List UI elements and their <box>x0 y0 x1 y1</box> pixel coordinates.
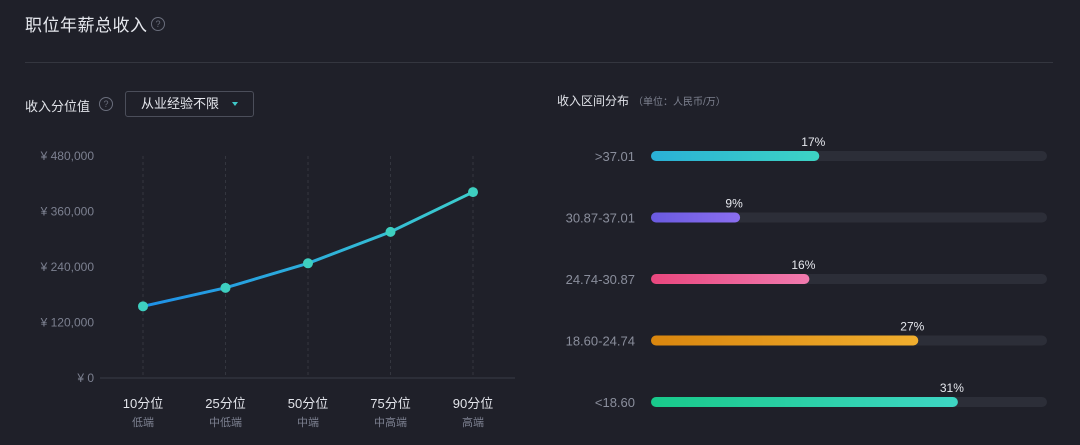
bar <box>651 335 919 346</box>
bar-value-label: 16% <box>791 258 815 272</box>
bar <box>651 151 820 161</box>
bar-value-label: 9% <box>725 197 743 211</box>
x-tick-label: 50分位 <box>288 396 328 411</box>
x-tick-label: 25分位 <box>205 396 245 411</box>
category-label: 24.74-30.87 <box>566 272 635 287</box>
help-icon[interactable]: ? <box>151 17 165 31</box>
bar <box>651 274 810 284</box>
dropdown-value: 从业经验不限 <box>141 96 220 111</box>
income-distribution-chart: >37.01 17% 30.87-37.01 9% 24.74-30.87 16% 18.6… <box>566 135 1047 410</box>
category-label: >37.01 <box>595 149 635 164</box>
data-point <box>220 282 231 293</box>
x-tick-label: 90分位 <box>453 396 493 411</box>
x-sub-label: 中端 <box>297 416 319 429</box>
y-tick-label: ¥ 360,000 <box>40 205 95 219</box>
x-sub-label: 中低端 <box>209 416 242 429</box>
caret-down-icon <box>232 102 238 106</box>
distribution-unit: （单位：人民币/万） <box>633 97 726 108</box>
x-sub-label: 中高端 <box>374 415 407 429</box>
x-sub-label: 高端 <box>462 415 484 429</box>
bar-value-label: 31% <box>940 381 964 395</box>
bar <box>651 397 958 407</box>
bar <box>651 212 741 223</box>
divider <box>25 62 1053 63</box>
percentile-help-icon[interactable]: ? <box>99 97 113 111</box>
category-label: 18.60-24.74 <box>566 334 635 349</box>
experience-dropdown[interactable]: 从业经验不限 <box>125 91 254 117</box>
y-tick-label: ¥ 240,000 <box>40 260 95 274</box>
data-point <box>138 301 148 312</box>
bar-value-label: 27% <box>900 320 924 334</box>
category-label: 30.87-37.01 <box>566 211 635 226</box>
data-point <box>303 258 313 269</box>
page-title: 职位年薪总收入 <box>25 16 148 35</box>
y-tick-label: ¥ 0 <box>76 371 94 385</box>
y-tick-label: ¥ 120,000 <box>40 316 95 330</box>
distribution-header: 收入区间分布 （单位：人民币/万） <box>557 92 726 109</box>
percentile-label: 收入分位值 <box>25 99 91 114</box>
bar-track <box>651 212 1047 223</box>
x-tick-label: 75分位 <box>370 396 410 411</box>
distribution-title: 收入区间分布 <box>557 94 630 108</box>
bar-value-label: 17% <box>801 135 825 149</box>
y-tick-label: ¥ 480,000 <box>40 149 95 163</box>
data-point <box>468 187 478 198</box>
percentile-line-chart: ¥ 0 ¥ 120,000 ¥ 240,000 ¥ 360,000 ¥ 480,000 1… <box>40 149 515 429</box>
x-tick-label: 10分位 <box>123 396 163 411</box>
category-label: <18.60 <box>595 395 635 410</box>
data-point <box>385 226 396 237</box>
x-sub-label: 低端 <box>132 416 154 429</box>
